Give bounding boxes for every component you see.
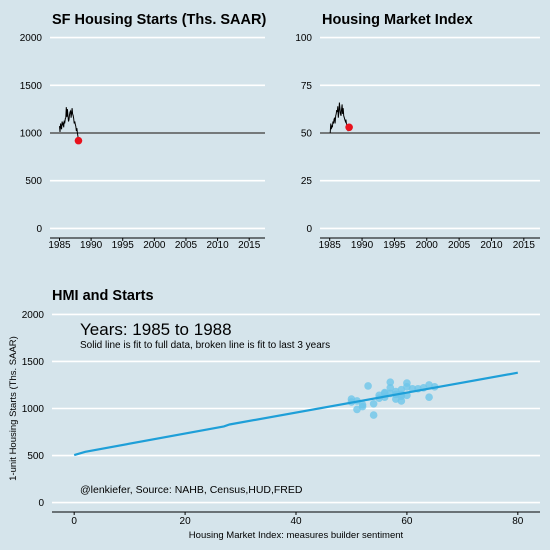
x-tick-label: 20	[180, 516, 192, 527]
y-tick-label: 0	[36, 224, 42, 235]
y-tick-label: 500	[27, 451, 44, 462]
y-tick-label: 2000	[20, 33, 43, 44]
scatter-point	[369, 411, 378, 419]
x-tick-label: 1985	[48, 240, 71, 251]
scatter-point	[386, 378, 395, 386]
series-line	[59, 107, 79, 141]
x-tick-label: 2010	[480, 240, 503, 251]
scatter-point	[397, 397, 406, 405]
chart-title: HMI and Starts	[52, 288, 154, 304]
y-tick-label: 0	[306, 224, 312, 235]
chart-title: Housing Market Index	[322, 12, 473, 28]
series-line	[329, 102, 350, 134]
x-tick-label: 2010	[206, 240, 229, 251]
x-tick-label: 2000	[416, 240, 439, 251]
y-axis-title: 1-unit Housing Starts (Ths. SAAR)	[8, 336, 19, 481]
y-tick-label: 100	[295, 33, 312, 44]
x-axis-title: Housing Market Index: measures builder s…	[189, 530, 404, 541]
x-tick-label: 2015	[513, 240, 536, 251]
scatter-point	[403, 379, 411, 387]
y-tick-label: 1500	[22, 357, 45, 368]
annotation-years: Years: 1985 to 1988	[80, 320, 232, 339]
x-tick-label: 60	[401, 516, 413, 527]
y-tick-label: 1000	[20, 129, 43, 140]
y-tick-label: 2000	[22, 310, 45, 321]
x-tick-label: 1985	[319, 240, 342, 251]
x-tick-label: 1995	[383, 240, 406, 251]
chart-title: SF Housing Starts (Ths. SAAR)	[52, 12, 266, 28]
x-tick-label: 2005	[175, 240, 198, 251]
scatter-point	[358, 400, 367, 409]
y-tick-label: 25	[301, 176, 313, 187]
latest-point-marker	[345, 123, 353, 132]
scatter-point	[364, 382, 372, 390]
panel-sf-housing-starts: SF Housing Starts (Ths. SAAR) 0 500 1000 150…	[20, 12, 267, 251]
annotation-note: Solid line is fit to full data, broken l…	[80, 340, 330, 351]
scatter-point	[425, 393, 433, 402]
scatter-point	[369, 399, 378, 408]
x-tick-label: 2005	[448, 240, 471, 251]
latest-point-marker	[74, 136, 83, 145]
y-tick-label: 0	[38, 498, 44, 509]
x-tick-label: 1990	[80, 240, 103, 251]
x-tick-label: 80	[512, 516, 524, 527]
y-tick-label: 1000	[22, 404, 45, 415]
source-caption: @lenkiefer, Source: NAHB, Census,HUD,FRE…	[80, 484, 303, 496]
x-tick-label: 2015	[238, 240, 261, 251]
panel-hmi-and-starts: HMI and Starts 0 500 1000 1500 2000 0 20 40 60 80 1…	[8, 288, 540, 541]
x-tick-label: 1995	[112, 240, 135, 251]
scatter-point	[386, 384, 395, 392]
x-tick-label: 2000	[143, 240, 166, 251]
x-tick-label: 0	[71, 516, 77, 527]
y-tick-label: 1500	[20, 81, 43, 92]
x-tick-label: 1990	[351, 240, 374, 251]
y-tick-label: 50	[301, 129, 313, 140]
x-tick-label: 40	[290, 516, 302, 527]
y-tick-label: 500	[25, 176, 42, 187]
y-tick-label: 75	[301, 81, 313, 92]
fit-line	[73, 371, 518, 457]
panel-housing-market-index: Housing Market Index 0 25 50 75 100 1985 1990 19…	[295, 12, 540, 251]
